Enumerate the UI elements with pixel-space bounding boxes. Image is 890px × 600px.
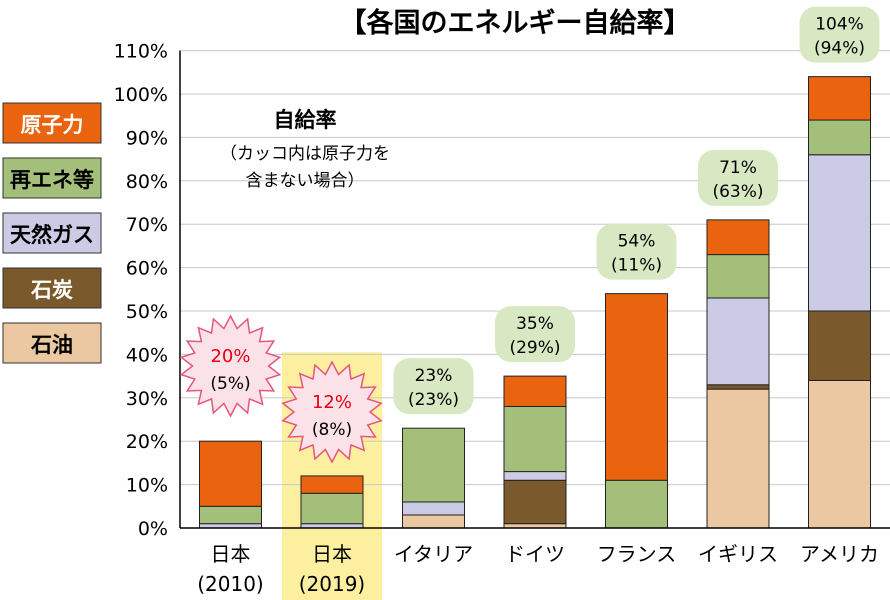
x-tick-label: アメリカ	[800, 542, 879, 566]
legend-swatch	[2, 157, 102, 199]
bubble-label-shape	[393, 358, 474, 415]
y-tick-label: 70%	[126, 214, 168, 236]
bubble-label-shape	[495, 306, 575, 363]
bar-segment	[706, 254, 770, 299]
data-label-total: 54%	[618, 232, 656, 252]
legend-swatch	[2, 267, 102, 309]
y-tick-label: 10%	[126, 475, 168, 497]
x-tick-label: ドイツ	[505, 542, 565, 566]
bar-segment	[503, 405, 567, 473]
axes: 0% 10% 20% 30% 40% 50% 60% 70% 80% 90% 100% 110% 日本 (…	[114, 41, 890, 596]
data-labels: 20% (5%) 12% (8%) 23% (23%) 35% (29%) 54% (11%) 71…	[179, 6, 880, 464]
legend-swatch	[2, 322, 102, 364]
legend-swatch	[2, 102, 102, 144]
note-line-3: 含まない場合）	[246, 171, 365, 191]
y-tick-label: 80%	[126, 171, 168, 193]
data-label-excl: (8%)	[312, 420, 352, 440]
bar-segment	[808, 310, 871, 381]
bar-segment	[706, 219, 770, 256]
x-tick-sublabel: (2019)	[299, 572, 366, 596]
bar-segment	[402, 501, 465, 516]
x-tick-label: イギリス	[698, 542, 778, 566]
note-line-2: （カッコ内は原子力を	[220, 144, 390, 164]
bar-segment	[808, 76, 871, 121]
bar-segment	[402, 514, 465, 529]
x-tick-label: 日本	[312, 542, 352, 566]
data-label-excl: (29%)	[509, 338, 560, 358]
bar-segment	[402, 427, 465, 503]
chart-title: 【各国のエネルギー自給率】	[340, 7, 691, 39]
x-tick-sublabel: (2010)	[197, 572, 264, 596]
bar-segment	[808, 154, 871, 312]
legend-label: 石油	[30, 333, 73, 357]
bar-segment	[503, 471, 567, 481]
data-label-total: 23%	[415, 366, 453, 386]
y-tick-label: 100%	[114, 84, 168, 106]
legend-swatch	[2, 212, 102, 254]
data-label-excl: (11%)	[611, 256, 662, 276]
legend-label: 石炭	[30, 278, 73, 302]
y-tick-label: 50%	[126, 301, 168, 323]
note-line-1: 自給率	[274, 108, 337, 132]
legend-label: 天然ガス	[10, 223, 94, 247]
data-label-excl: (5%)	[210, 374, 250, 394]
bar-segment	[199, 505, 262, 525]
bar-segment	[300, 475, 364, 494]
bar-segment	[706, 384, 770, 390]
data-label-excl: (94%)	[814, 39, 865, 59]
data-label-total: 12%	[312, 392, 352, 413]
bar-segment	[503, 479, 567, 525]
bar-segment	[605, 293, 668, 481]
y-tick-label: 40%	[126, 344, 168, 366]
bar-segment	[706, 388, 770, 529]
bar-segment	[808, 119, 871, 156]
y-tick-label: 60%	[126, 258, 168, 280]
data-label-total: 104%	[815, 15, 864, 35]
bar-segment	[300, 492, 364, 525]
x-tick-label: イタリア	[394, 542, 473, 566]
y-tick-label: 90%	[126, 127, 168, 149]
y-tick-label: 110%	[114, 41, 168, 63]
legend-label: 原子力	[21, 113, 84, 137]
data-label-total: 35%	[516, 314, 554, 334]
bar-segment	[503, 375, 567, 407]
burst-label-shape	[281, 360, 383, 464]
bubble-label-shape	[698, 149, 778, 206]
y-tick-label: 20%	[126, 431, 168, 453]
bubble-label-shape	[799, 6, 880, 63]
bars	[199, 76, 871, 529]
x-tick-label: フランス	[597, 542, 677, 566]
y-tick-label: 30%	[126, 388, 168, 410]
bubble-label-shape	[596, 223, 677, 280]
burst-label-shape	[179, 314, 282, 418]
legend-label: 再エネ等	[10, 168, 94, 192]
data-label-excl: (63%)	[712, 182, 763, 202]
bar-segment	[808, 379, 871, 529]
x-tick-label: 日本	[211, 542, 251, 566]
data-label-total: 20%	[210, 346, 250, 367]
note-box: 自給率 （カッコ内は原子力を 含まない場合）	[220, 108, 390, 191]
bar-segment	[199, 440, 262, 507]
bar-segment	[605, 479, 668, 529]
data-label-excl: (23%)	[408, 390, 459, 410]
data-label-total: 71%	[719, 158, 757, 178]
bar-segment	[706, 297, 770, 386]
y-tick-label: 0%	[138, 518, 168, 540]
